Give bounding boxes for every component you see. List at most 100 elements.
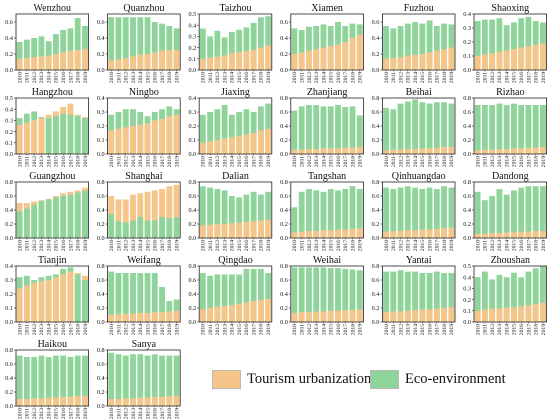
bar-tourism: [258, 299, 264, 322]
y-tick-label: 0.8: [280, 263, 288, 270]
x-tick-label: 2016: [427, 72, 433, 83]
panel-quanzhou: Quanzhou 0.0 0.2 0.4 0.6 2010 2011 2012 2013 2014…: [97, 3, 181, 83]
bar-eco: [412, 271, 418, 322]
bar-tourism: [419, 148, 426, 154]
bar-tourism: [236, 222, 243, 238]
bar-tourism: [45, 397, 52, 406]
legend: Tourism urbanization Eco-environment: [212, 365, 512, 393]
legend-label-eco: Eco-environment: [405, 370, 506, 387]
bar-tourism: [214, 140, 221, 154]
bar-eco: [496, 103, 503, 154]
x-tick-label: 2015: [145, 240, 151, 251]
x-tick-label: 2015: [512, 156, 518, 167]
x-tick-label: 2018: [76, 408, 82, 419]
bar-tourism: [426, 309, 433, 322]
y-tick-label: 0.6: [372, 277, 380, 284]
bar-tourism: [130, 194, 136, 238]
panel-title: Qinhuangdao: [392, 171, 446, 182]
bar-eco: [426, 187, 433, 238]
bar-tourism: [144, 397, 151, 406]
bar-tourism: [16, 58, 23, 70]
x-tick-label: 2015: [329, 324, 335, 335]
bar-tourism: [122, 127, 129, 154]
x-tick-label: 2017: [435, 324, 441, 335]
bar-tourism: [474, 233, 481, 238]
y-tick-label: 0.4: [97, 291, 105, 298]
bar-eco: [349, 186, 356, 238]
bar-tourism: [159, 119, 165, 154]
x-tick-label: 2010: [109, 72, 115, 83]
panel-title: Rizhao: [496, 87, 524, 98]
panel-title: Guangzhou: [29, 171, 75, 182]
bar-eco: [448, 187, 455, 238]
x-tick-label: 2015: [420, 240, 426, 251]
bar-eco: [199, 186, 206, 238]
bar-eco: [342, 107, 349, 154]
x-tick-label: 2017: [160, 156, 166, 167]
bar-eco: [82, 118, 88, 154]
x-tick-label: 2015: [329, 72, 335, 83]
x-tick-label: 2010: [475, 324, 481, 335]
x-tick-label: 2011: [208, 240, 214, 251]
bar-eco: [433, 26, 440, 70]
bar-eco: [390, 28, 397, 70]
bar-tourism: [298, 312, 305, 322]
x-tick-label: 2011: [25, 156, 31, 167]
bar-tourism: [265, 45, 272, 70]
bar-tourism: [335, 44, 341, 70]
y-tick-label: 0.1: [5, 140, 13, 147]
y-tick-label: 0.6: [463, 109, 471, 116]
bar-tourism: [356, 228, 363, 238]
bar-tourism: [53, 397, 59, 406]
bar-eco: [412, 22, 418, 70]
x-tick-label: 2016: [153, 72, 159, 83]
bar-eco: [250, 268, 257, 322]
bar-tourism: [122, 313, 129, 322]
bar-eco: [342, 189, 349, 238]
y-tick-label: 0.2: [97, 305, 105, 312]
x-tick-label: 2016: [336, 156, 342, 167]
bar-tourism: [166, 311, 173, 322]
bar-tourism: [441, 308, 448, 322]
y-tick-label: 0.6: [280, 277, 288, 284]
bar-tourism: [532, 304, 539, 322]
bar-tourism: [335, 310, 341, 322]
bar-tourism: [532, 231, 539, 238]
bar-eco: [320, 24, 327, 70]
bar-eco: [518, 277, 525, 322]
bar-tourism: [404, 230, 411, 238]
y-tick-label: 0.2: [97, 51, 105, 58]
x-tick-label: 2010: [17, 156, 23, 167]
y-tick-label: 0.8: [463, 179, 471, 186]
x-tick-label: 2014: [46, 240, 52, 251]
bar-eco: [390, 271, 397, 322]
panel-title: Weifang: [127, 255, 161, 266]
x-tick-label: 2018: [259, 324, 265, 335]
x-tick-label: 2014: [46, 408, 52, 419]
bar-eco: [108, 271, 115, 322]
bar-eco: [525, 105, 532, 154]
x-tick-label: 2010: [384, 72, 390, 83]
x-tick-label: 2012: [124, 72, 130, 83]
y-tick-label: 0.3: [463, 286, 471, 293]
panel-title: Ningbo: [129, 87, 159, 98]
bar-eco: [426, 273, 433, 322]
y-tick-label: 0.2: [5, 129, 13, 136]
x-tick-label: 2011: [208, 156, 214, 167]
x-tick-label: 2015: [54, 72, 60, 83]
bar-tourism: [383, 150, 389, 154]
x-tick-label: 2011: [483, 72, 489, 83]
bar-tourism: [313, 231, 320, 238]
y-tick-label: 0.6: [372, 19, 380, 26]
bar-tourism: [426, 52, 433, 70]
bar-eco: [525, 271, 532, 322]
bar-eco: [228, 114, 235, 154]
bar-eco: [130, 220, 136, 238]
panel-sanya: Sanya 0.0 0.2 0.4 0.6 0.8 2010 2011 2012 2013 2014…: [97, 339, 181, 419]
y-tick-label: 0.2: [97, 221, 105, 228]
